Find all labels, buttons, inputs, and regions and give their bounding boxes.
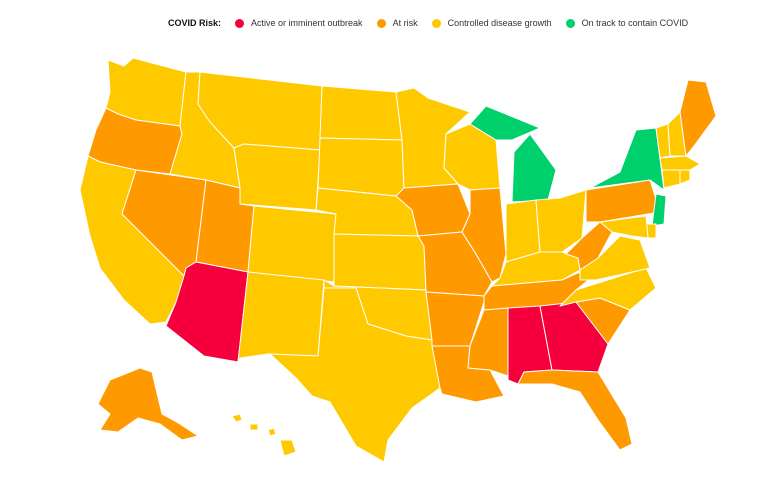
state-ME[interactable] xyxy=(679,79,717,157)
on-track-swatch-icon xyxy=(565,18,575,28)
state-HI[interactable] xyxy=(231,413,297,457)
at-risk-swatch-icon xyxy=(376,18,386,28)
state-RI[interactable] xyxy=(679,169,691,185)
legend-label-outbreak: Active or imminent outbreak xyxy=(251,18,363,28)
legend-item-controlled: Controlled disease growth xyxy=(431,18,552,28)
state-NC[interactable] xyxy=(559,267,657,311)
controlled-swatch-icon xyxy=(431,18,441,28)
legend-label-on-track: On track to contain COVID xyxy=(581,18,689,28)
legend-title: COVID Risk: xyxy=(168,18,222,28)
legend-label-controlled: Controlled disease growth xyxy=(447,18,552,28)
state-NM[interactable] xyxy=(237,271,325,363)
map-legend: COVID Risk: Active or imminent outbreak … xyxy=(168,18,702,28)
state-CT[interactable] xyxy=(661,169,681,189)
state-IL[interactable] xyxy=(461,187,507,283)
state-NJ[interactable] xyxy=(651,193,667,227)
legend-item-outbreak: Active or imminent outbreak xyxy=(235,18,363,28)
state-NY[interactable] xyxy=(589,127,665,191)
state-MD[interactable] xyxy=(599,215,649,239)
legend-label-at-risk: At risk xyxy=(392,18,418,28)
legend-item-at-risk: At risk xyxy=(376,18,418,28)
state-MA[interactable] xyxy=(659,155,701,171)
outbreak-swatch-icon xyxy=(235,18,245,28)
state-MI[interactable] xyxy=(469,105,557,203)
state-TX[interactable] xyxy=(269,287,441,463)
state-FL[interactable] xyxy=(517,369,633,451)
state-KS[interactable] xyxy=(333,233,427,291)
state-SD[interactable] xyxy=(317,137,405,197)
state-IN[interactable] xyxy=(505,199,541,263)
state-VA[interactable] xyxy=(579,235,651,281)
state-AK[interactable] xyxy=(97,367,199,441)
legend-item-on-track: On track to contain COVID xyxy=(565,18,689,28)
state-WY[interactable] xyxy=(233,143,321,211)
state-CO[interactable] xyxy=(247,205,337,283)
state-ND[interactable] xyxy=(319,85,403,141)
